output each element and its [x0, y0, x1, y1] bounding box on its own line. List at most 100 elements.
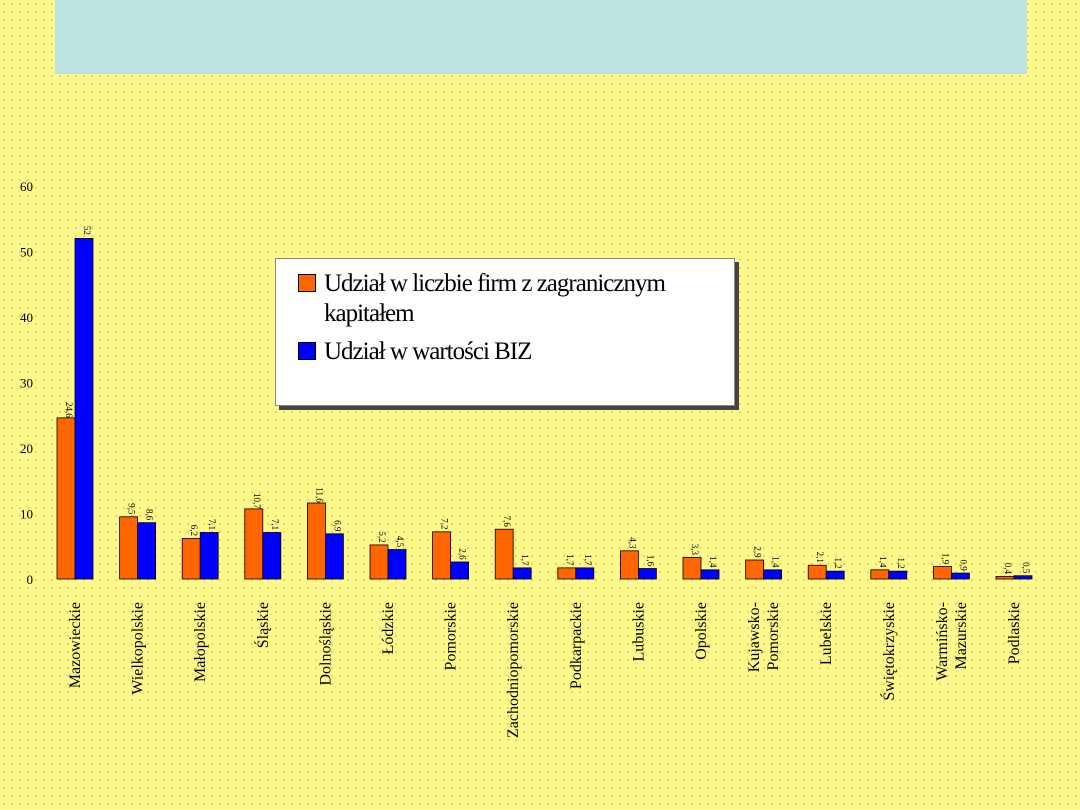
bar-fdi: [137, 522, 157, 580]
bar-fdi: [1013, 575, 1033, 580]
data-label: 2,1: [815, 552, 825, 563]
bar-fdi: [951, 572, 970, 580]
bar-firms: [181, 537, 201, 580]
legend-swatch-fdi: [298, 342, 316, 360]
data-label: 7,1: [270, 519, 280, 530]
bar-firms: [557, 567, 577, 580]
bar-fdi: [763, 569, 782, 580]
y-tick-label: 0: [27, 572, 34, 587]
legend-label-firms: Udział w liczbie firm z zagranicznym kap…: [324, 270, 666, 327]
legend-label-fdi: Udział w wartości BIZ: [324, 338, 532, 365]
bar-fdi: [888, 570, 908, 580]
bar-fdi: [700, 569, 720, 580]
y-tick-label: 60: [20, 179, 33, 194]
y-axis-tick-labels: 0 10 20 30 40 50 60: [20, 179, 33, 587]
bar-firms: [682, 556, 702, 580]
data-label: 4,3: [627, 537, 637, 549]
y-tick-label: 40: [20, 310, 33, 325]
bar-fdi: [74, 237, 94, 580]
x-axis-category-labels: Mazowieckie Wielkopolskie Małopolskie Śląsk…: [67, 602, 1023, 738]
data-label: 0,5: [1021, 562, 1031, 574]
data-label: 2,9: [753, 546, 763, 558]
data-label: 7,6: [502, 516, 512, 528]
data-label: 2,6: [458, 548, 468, 560]
data-label: 1,2: [833, 558, 843, 569]
bar-firms: [119, 516, 138, 580]
data-label: 6,2: [189, 525, 199, 536]
data-label: 52: [82, 226, 92, 235]
x-category-label: Małopolskie: [192, 602, 209, 682]
x-category-label: Dolnośląskie: [317, 602, 334, 686]
bar-firms: [933, 566, 952, 580]
data-label: 1,4: [878, 556, 888, 568]
x-category-label: Mazowieckie: [67, 602, 84, 688]
y-tick-label: 20: [20, 441, 33, 456]
bar-fdi: [262, 532, 282, 580]
data-label: 6,9: [332, 520, 342, 532]
x-category-label: Opolskie: [693, 602, 710, 660]
bar-firms: [745, 559, 764, 580]
data-label: 4,5: [395, 536, 405, 548]
bar-firms: [620, 550, 639, 580]
x-category-label: Świętokrzyskie: [879, 602, 898, 701]
bar-fdi: [387, 549, 407, 580]
title-band: [55, 0, 1027, 74]
data-label: 0,9: [958, 559, 968, 571]
data-label: 1,9: [940, 553, 950, 565]
bar-fdi: [825, 570, 845, 580]
y-tick-label: 10: [20, 507, 33, 522]
legend-item-firms: Udział w liczbie firm z zagranicznym kap…: [298, 269, 720, 329]
x-category-label: Podkarpackie: [568, 602, 585, 689]
bar-firms: [870, 569, 890, 580]
data-label: 1,4: [771, 556, 781, 568]
bar-fdi: [638, 568, 657, 580]
bar-fdi: [199, 532, 219, 580]
legend-item-fdi: Udział w wartości BIZ: [298, 337, 720, 367]
x-category-label: Śląskie: [253, 602, 272, 648]
data-label: 10,7: [252, 493, 262, 509]
data-label: 7,2: [440, 518, 450, 529]
bar-firms: [432, 531, 452, 580]
x-category-label: Podlaskie: [1006, 602, 1023, 664]
y-tick-label: 30: [20, 376, 33, 391]
legend: Udział w liczbie firm z zagranicznym kap…: [275, 258, 735, 406]
data-label: 9,5: [127, 503, 137, 515]
data-label: 1,6: [645, 555, 655, 567]
data-label: 0,4: [1003, 563, 1013, 575]
data-label: 1,4: [708, 556, 718, 568]
data-label: 1,7: [520, 554, 530, 566]
x-category-label: Kujawsko- Pomorskie: [746, 602, 782, 672]
data-label: 3,3: [690, 544, 700, 556]
data-label: 1,2: [896, 558, 906, 569]
bar-firms: [56, 417, 76, 580]
legend-swatch-firms: [298, 274, 316, 292]
bar-firms: [807, 564, 827, 580]
data-label: 1,7: [583, 554, 593, 566]
data-labels: 24,6 52 9,5 8,6 6,2 7,1 10,7 7,1 11,6 6,9 5,2 4,5 7,…: [64, 226, 1031, 575]
bar-firms: [995, 575, 1015, 580]
x-category-label: Pomorskie: [443, 602, 460, 670]
x-category-label: Lubuskie: [630, 602, 647, 662]
data-label: 8,6: [145, 509, 155, 521]
bar-firms: [369, 544, 389, 580]
data-label: 24,6: [64, 402, 74, 418]
bar-fdi: [324, 533, 344, 580]
data-label: 7,1: [207, 519, 217, 530]
data-label: 11,6: [314, 487, 324, 503]
data-label: 5,2: [377, 531, 387, 542]
bar-fdi: [450, 561, 470, 580]
y-tick-label: 50: [20, 245, 33, 260]
bar-fdi: [575, 567, 595, 580]
x-category-label: Łódzkie: [380, 602, 397, 654]
bars: [56, 237, 1033, 580]
bar-fdi: [512, 567, 532, 580]
x-category-label: Zachodniopomorskie: [505, 602, 522, 738]
data-label: 1,7: [565, 554, 575, 566]
bar-firms: [244, 508, 264, 580]
x-category-label: Lubelskie: [818, 602, 835, 665]
bar-firms: [494, 528, 514, 580]
bar-firms: [306, 502, 326, 580]
x-category-label: Warmińsko- Mazurskie: [934, 602, 970, 681]
x-category-label: Wielkopolskie: [130, 602, 147, 695]
